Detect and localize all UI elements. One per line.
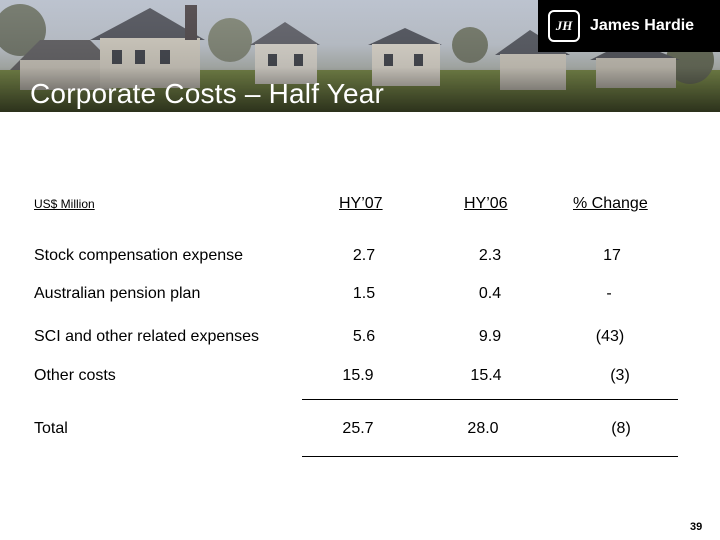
- row-label: Stock compensation expense: [34, 247, 244, 264]
- company-logo: JH James Hardie: [538, 0, 720, 52]
- cell-change-total: (8): [611, 420, 631, 437]
- cell-hy07-total: 25.7: [342, 420, 374, 437]
- column-header-hy06: HY’06: [464, 195, 508, 212]
- unit-label: US$ Million: [34, 197, 95, 211]
- page-number: 39: [690, 521, 703, 533]
- column-header-hy07: HY’07: [339, 195, 383, 212]
- column-header-change: % Change: [573, 195, 648, 212]
- logo-text: James Hardie: [590, 17, 695, 34]
- cell-change: -: [606, 285, 612, 302]
- logo-mark-icon: JH: [548, 10, 580, 42]
- cell-hy06: 0.4: [478, 285, 502, 302]
- cell-hy06: 15.4: [470, 367, 502, 384]
- cell-change: (3): [610, 367, 630, 384]
- row-label: Australian pension plan: [34, 285, 201, 302]
- cell-hy06: 9.9: [478, 328, 502, 345]
- row-label-total: Total: [34, 420, 68, 437]
- slide-title: Corporate Costs – Half Year: [30, 78, 385, 109]
- table-rule: [302, 399, 678, 400]
- cell-hy07: 5.6: [352, 328, 376, 345]
- cell-hy07: 1.5: [352, 285, 376, 302]
- cell-hy06-total: 28.0: [467, 420, 499, 437]
- cell-change: 17: [603, 247, 621, 264]
- cell-hy07: 2.7: [352, 247, 376, 264]
- cell-hy07: 15.9: [342, 367, 374, 384]
- cell-hy06: 2.3: [478, 247, 502, 264]
- cell-change: (43): [595, 328, 625, 345]
- row-label: Other costs: [34, 367, 116, 384]
- row-label: SCI and other related expenses: [34, 328, 260, 345]
- table-rule: [302, 456, 678, 457]
